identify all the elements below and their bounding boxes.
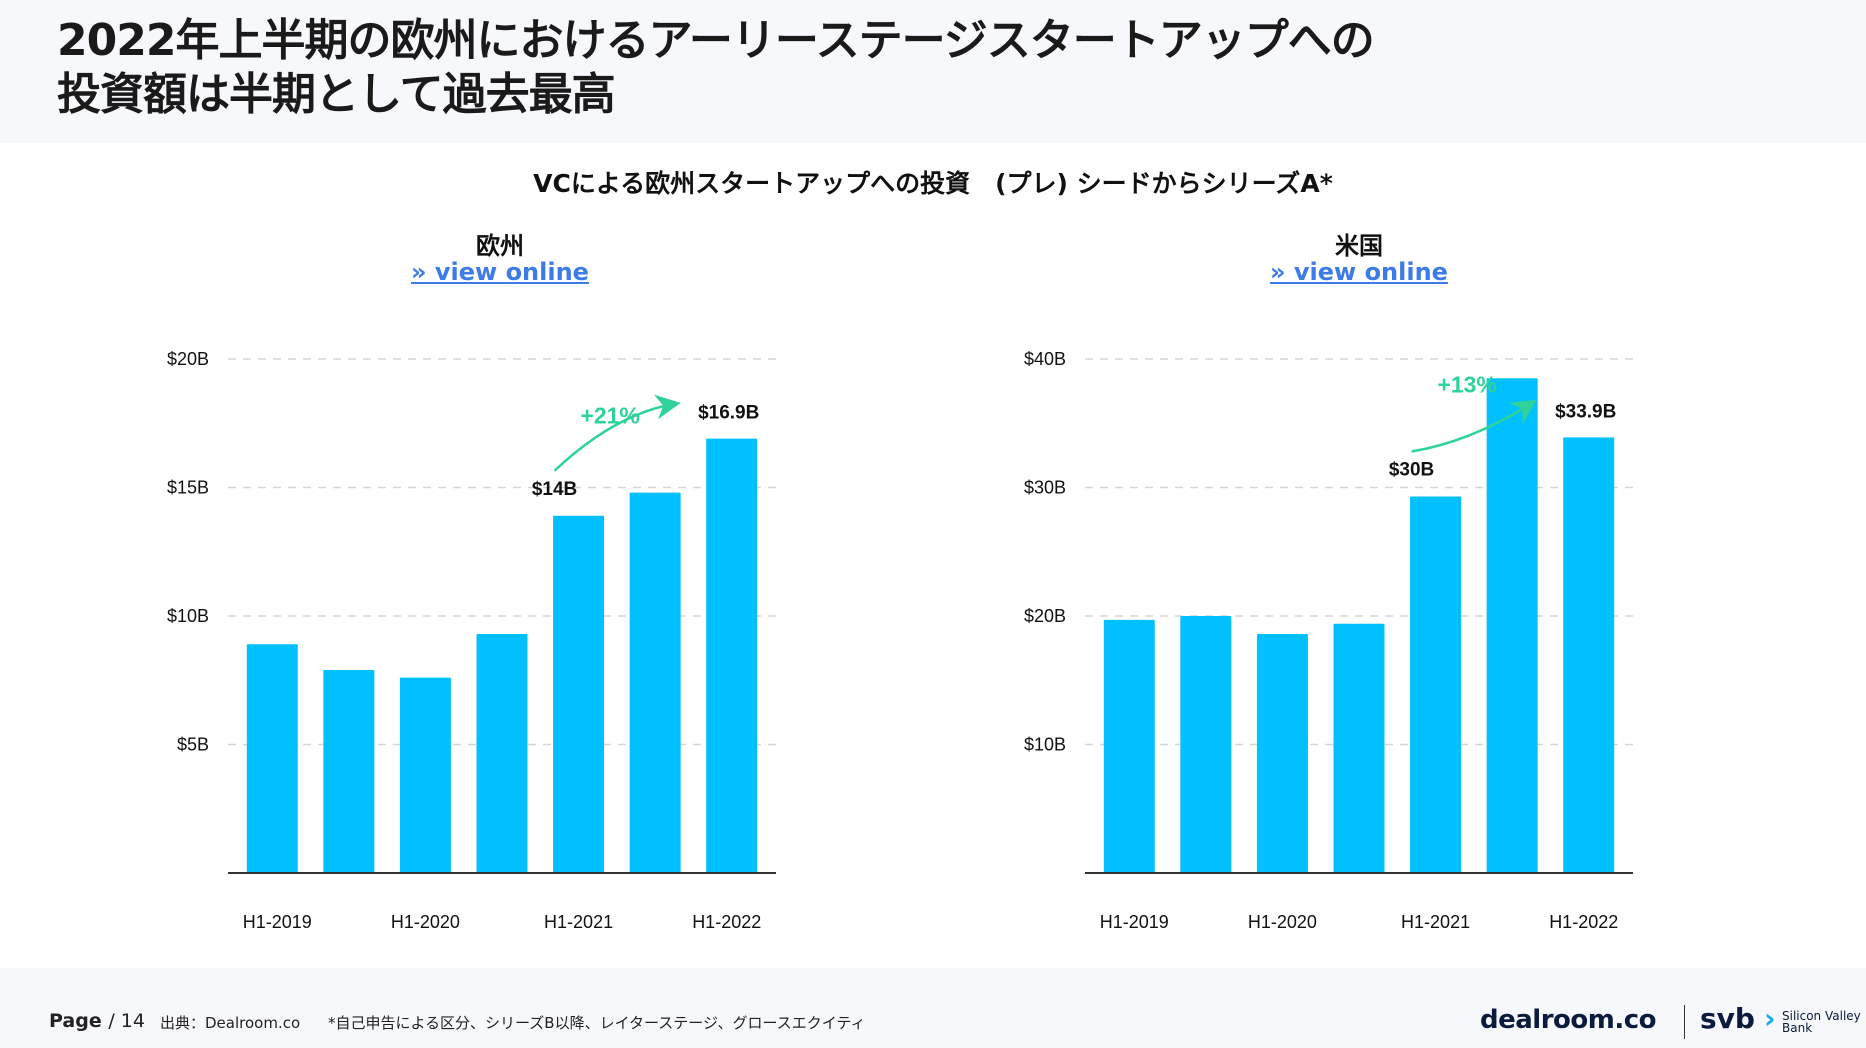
title-line-1: 2022年上半期の欧州におけるアーリーステージスタートアップへの <box>57 15 1375 66</box>
bar-H1-2021 <box>553 515 605 873</box>
x-tick-label: H1-2020 <box>1248 912 1317 932</box>
title-line-2: 投資額は半期として過去最高 <box>57 69 616 120</box>
y-tick-label: $40B <box>1024 349 1066 369</box>
bar-H1-2022 <box>706 438 758 873</box>
x-tick-label: H1-2019 <box>243 912 312 932</box>
bar-H2-2021 <box>629 492 681 873</box>
data-label: $14B <box>532 479 577 500</box>
growth-annotation: +21% <box>580 403 639 429</box>
y-tick-label: $15B <box>167 478 209 498</box>
chart-title-us: 米国 <box>1335 232 1383 260</box>
bar-H2-2020 <box>1333 623 1385 873</box>
y-tick-label: $20B <box>1024 606 1066 626</box>
data-label: $33.9B <box>1555 401 1616 422</box>
growth-arrow <box>553 394 681 472</box>
chart-title-europe: 欧州 <box>476 232 524 260</box>
data-label: $16.9B <box>698 403 759 424</box>
bar-H1-2019 <box>246 644 298 873</box>
x-tick-label: H1-2021 <box>1401 912 1470 932</box>
bar-H2-2019 <box>323 669 375 873</box>
y-tick-label: $5B <box>177 735 209 755</box>
bar-H1-2019 <box>1103 619 1155 873</box>
bar-H1-2021 <box>1410 496 1462 873</box>
y-tick-label: $10B <box>1024 735 1066 755</box>
view-online-link-europe[interactable]: » view online <box>411 258 589 286</box>
dealroom-logo: dealroom.co <box>1480 1005 1657 1035</box>
x-tick-label: H1-2019 <box>1100 912 1169 932</box>
growth-arrow <box>1411 399 1537 453</box>
logo-divider <box>1684 1005 1685 1039</box>
source-text: 出典：Dealroom.co <box>160 1014 301 1032</box>
x-tick-label: H1-2022 <box>692 912 761 932</box>
x-tick-label: H1-2022 <box>1549 912 1618 932</box>
x-tick-label: H1-2020 <box>391 912 460 932</box>
charts-canvas: $5B $10B $15B $20B H1-2019 H1-2020 H1-2021 H1-2… <box>167 349 1633 932</box>
y-tick-label: $10B <box>167 606 209 626</box>
svb-logo-name: Silicon Valley Bank <box>1782 1009 1861 1035</box>
svb-logo: svb <box>1700 1002 1755 1035</box>
page-label: Page <box>49 1010 102 1032</box>
data-label: $30B <box>1389 459 1434 480</box>
svb-chevron-icon: › <box>1764 1002 1776 1035</box>
chart-subtitle: VCによる欧州スタートアップへの投資 (プレ) シードからシリーズA* <box>533 169 1333 198</box>
x-tick-label: H1-2021 <box>544 912 613 932</box>
view-online-link-us[interactable]: » view online <box>1270 258 1448 286</box>
bar-H2-2020 <box>476 633 528 873</box>
growth-annotation: +13% <box>1437 371 1496 397</box>
page-title: 2022年上半期の欧州におけるアーリーステージスタートアップへの 投資額は半期と… <box>57 14 1375 122</box>
bar-H1-2022 <box>1563 437 1615 873</box>
page-number: Page / 14 <box>49 1010 145 1032</box>
y-tick-label: $30B <box>1024 478 1066 498</box>
header: 2022年上半期の欧州におけるアーリーステージスタートアップへの 投資額は半期と… <box>0 0 1866 143</box>
bar-H1-2020 <box>1256 633 1308 873</box>
bar-H2-2019 <box>1180 616 1232 873</box>
y-tick-label: $20B <box>167 349 209 369</box>
bar-H2-2021 <box>1486 378 1538 873</box>
bar-H1-2020 <box>399 677 451 873</box>
footnote: *自己申告による区分、シリーズB以降、レイターステージ、グロースエクイティ <box>328 1014 866 1032</box>
page-count: / 14 <box>108 1010 145 1032</box>
footer <box>0 968 1866 1048</box>
